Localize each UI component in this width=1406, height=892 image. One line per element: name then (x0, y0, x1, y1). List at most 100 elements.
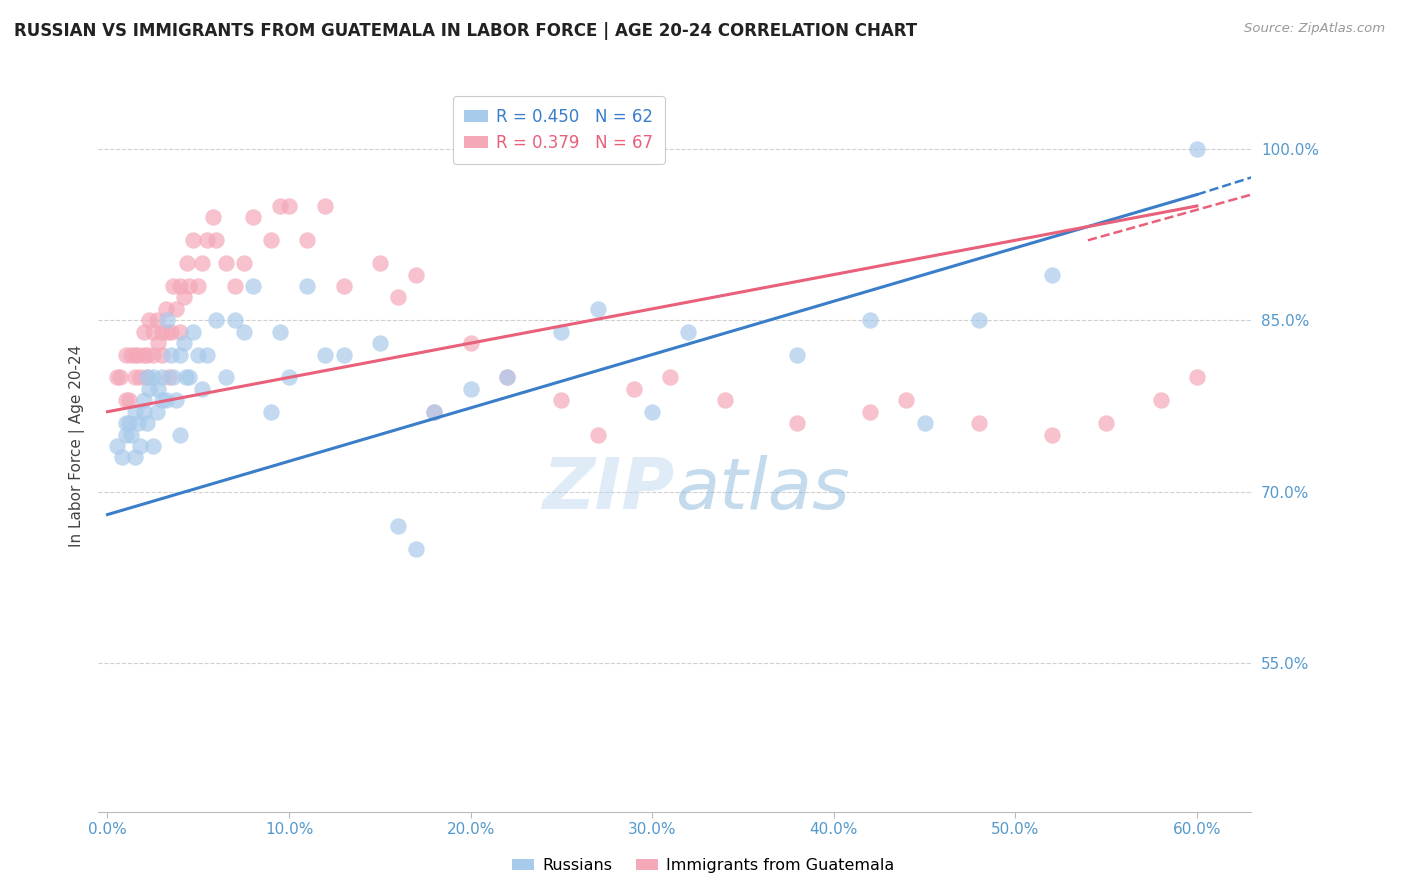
Point (169, 427, 191, 442)
Point (120, 427, 142, 442)
Point (659, 370, 682, 384)
Point (914, 416, 936, 430)
Point (387, 519, 409, 533)
Point (114, 348, 136, 362)
Point (678, 325, 700, 339)
Point (786, 348, 808, 362)
Text: RUSSIAN VS IMMIGRANTS FROM GUATEMALA IN LABOR FORCE | AGE 20-24 CORRELATION CHAR: RUSSIAN VS IMMIGRANTS FROM GUATEMALA IN … (14, 22, 917, 40)
Point (124, 348, 146, 362)
Point (114, 393, 136, 408)
Point (550, 325, 572, 339)
Point (155, 301, 177, 316)
Point (160, 348, 183, 362)
Point (460, 382, 482, 396)
Point (423, 405, 446, 419)
Point (156, 325, 179, 339)
Point (214, 370, 236, 384)
Point (136, 370, 159, 384)
Point (1040, 268, 1063, 282)
Point (586, 301, 609, 316)
Point (195, 233, 218, 247)
Point (132, 393, 155, 408)
Point (156, 313, 179, 327)
Point (278, 199, 301, 213)
Point (314, 348, 336, 362)
Point (148, 382, 170, 396)
Point (105, 370, 128, 384)
Point (191, 256, 214, 270)
Point (118, 416, 141, 430)
Point (368, 336, 391, 351)
Point (550, 393, 572, 408)
Point (142, 370, 165, 384)
Point (173, 336, 195, 351)
Point (201, 211, 224, 225)
Point (138, 313, 160, 327)
Point (405, 268, 427, 282)
Point (157, 370, 180, 384)
Point (114, 427, 136, 442)
Point (142, 348, 165, 362)
Point (162, 370, 184, 384)
Point (214, 256, 236, 270)
Point (714, 393, 737, 408)
Point (496, 370, 519, 384)
Point (496, 370, 519, 384)
Point (136, 348, 159, 362)
Text: Source: ZipAtlas.com: Source: ZipAtlas.com (1244, 22, 1385, 36)
Text: atlas: atlas (675, 456, 849, 524)
Text: ZIP: ZIP (543, 456, 675, 524)
Point (1095, 416, 1118, 430)
Point (142, 439, 165, 453)
Point (118, 393, 141, 408)
Point (387, 290, 409, 304)
Point (586, 427, 609, 442)
Point (260, 405, 283, 419)
Point (859, 405, 882, 419)
Point (242, 279, 264, 293)
Point (191, 382, 214, 396)
Point (105, 439, 128, 453)
Point (127, 416, 149, 430)
Point (169, 279, 191, 293)
Point (278, 370, 301, 384)
Point (176, 256, 198, 270)
Point (224, 313, 246, 327)
Point (160, 325, 183, 339)
Point (1185, 142, 1208, 156)
Point (136, 416, 159, 430)
Point (332, 279, 354, 293)
Point (859, 313, 882, 327)
Point (260, 233, 283, 247)
Y-axis label: In Labor Force | Age 20-24: In Labor Force | Age 20-24 (69, 345, 84, 547)
Point (967, 313, 990, 327)
Point (423, 405, 446, 419)
Point (111, 450, 134, 465)
Point (150, 348, 173, 362)
Point (1040, 427, 1063, 442)
Point (232, 325, 254, 339)
Point (155, 393, 177, 408)
Point (169, 325, 191, 339)
Point (460, 336, 482, 351)
Point (205, 233, 228, 247)
Point (129, 370, 152, 384)
Point (786, 416, 808, 430)
Point (205, 313, 228, 327)
Point (150, 393, 173, 408)
Point (145, 313, 167, 327)
Point (132, 405, 155, 419)
Point (181, 325, 204, 339)
Point (297, 233, 319, 247)
Point (150, 325, 173, 339)
Point (127, 348, 149, 362)
Point (641, 405, 664, 419)
Legend: Russians, Immigrants from Guatemala: Russians, Immigrants from Guatemala (505, 852, 901, 880)
Point (232, 256, 254, 270)
Point (1149, 393, 1171, 408)
Point (1185, 370, 1208, 384)
Point (145, 405, 167, 419)
Point (179, 370, 201, 384)
Point (148, 336, 170, 351)
Point (623, 382, 645, 396)
